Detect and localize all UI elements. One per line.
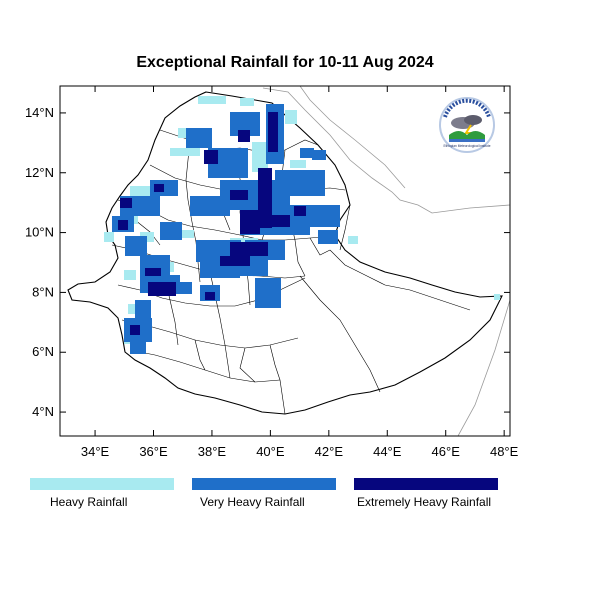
y-tick-label: 8°N: [32, 284, 54, 299]
legend-label-very-heavy: Very Heavy Rainfall: [200, 495, 305, 509]
y-tick-label: 10°N: [25, 225, 54, 240]
legend-swatch-heavy: [30, 478, 174, 490]
x-tick-label: 42°E: [315, 444, 344, 459]
legend-label-extremely-heavy: Extremely Heavy Rainfall: [357, 495, 492, 509]
x-tick-label: 36°E: [139, 444, 168, 459]
x-tick-label: 34°E: [81, 444, 110, 459]
legend-swatch-very-heavy: [192, 478, 336, 490]
legend-swatch-extremely-heavy: [354, 478, 498, 490]
x-tick-label: 48°E: [490, 444, 519, 459]
ethiopian-meteorology-institute-logo: Ethiopian Meteorological Institute: [439, 97, 495, 153]
x-tick-label: 38°E: [198, 444, 227, 459]
y-tick-label: 12°N: [25, 165, 54, 180]
legend-label-heavy: Heavy Rainfall: [50, 495, 128, 509]
extremely-heavy-rainfall-cells: [118, 112, 306, 335]
y-axis: 14°N 12°N 10°N 8°N 6°N 4°N: [25, 105, 510, 419]
x-tick-label: 46°E: [432, 444, 461, 459]
x-tick-label: 44°E: [373, 444, 402, 459]
y-tick-label: 6°N: [32, 344, 54, 359]
map-frame: [59, 85, 511, 437]
y-tick-label: 14°N: [25, 105, 54, 120]
logo-text: Ethiopian Meteorological Institute: [444, 144, 491, 148]
map-title: Exceptional Rainfall for 10-11 Aug 2024: [136, 54, 434, 71]
x-tick-label: 40°E: [256, 444, 285, 459]
neighbour-borders: [262, 86, 510, 436]
y-tick-label: 4°N: [32, 404, 54, 419]
x-axis: 34°E 36°E 38°E 40°E 42°E 44°E 46°E 48°E: [81, 86, 519, 459]
